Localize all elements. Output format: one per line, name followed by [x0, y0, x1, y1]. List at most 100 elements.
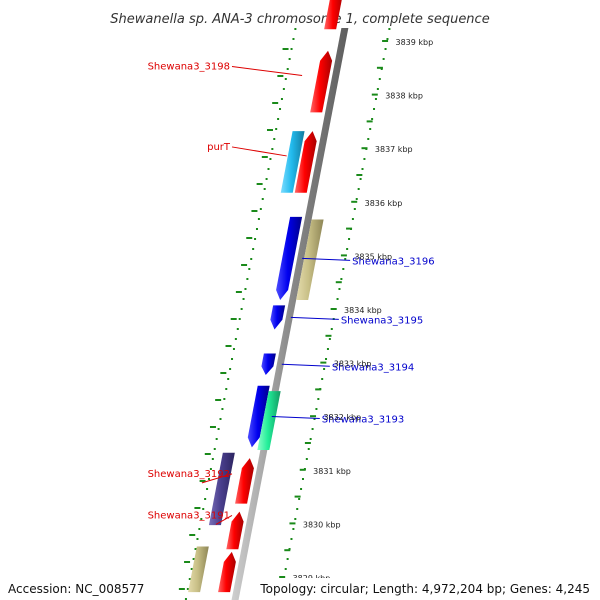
track-dot: [328, 338, 331, 340]
track-tick: [284, 549, 291, 552]
track-dot: [211, 458, 214, 460]
track-dot: [257, 218, 260, 220]
track-dot: [367, 138, 370, 140]
track-dot: [267, 168, 270, 170]
track-dot: [330, 328, 333, 330]
track-dot: [348, 238, 351, 240]
track-dot: [357, 188, 360, 190]
track-tick: [277, 75, 284, 77]
gene-feature-khaki: [188, 546, 209, 593]
track-dot: [288, 58, 291, 60]
track-tick: [189, 534, 196, 536]
track-tick: [299, 468, 306, 471]
track-dot: [286, 68, 289, 70]
scale-tick-label: 3836 kbp: [365, 199, 403, 208]
track-dot: [238, 318, 241, 320]
track-dot: [198, 528, 201, 530]
track-tick: [315, 388, 322, 391]
scale-tick-label: 3835 kbp: [354, 252, 392, 261]
gene-label: Shewana3_3198: [148, 62, 230, 73]
track-tick: [382, 40, 389, 42]
track-dot: [194, 548, 197, 550]
gene-label: Shewana3_3192: [148, 469, 230, 480]
label-leader: [215, 515, 233, 525]
track-tick: [351, 200, 358, 203]
track-dot: [311, 428, 314, 430]
track-dot: [292, 528, 295, 530]
scale-tick-label: 3831 kbp: [313, 467, 351, 476]
gene-feature-red: [218, 551, 236, 593]
track-dot: [221, 408, 224, 410]
track-dot: [206, 488, 209, 490]
track-dot: [213, 448, 216, 450]
track-dot: [279, 108, 282, 110]
track-dot: [196, 538, 199, 540]
track-tick: [361, 147, 368, 150]
label-leader: [201, 473, 233, 484]
gene-feature-green: [257, 391, 281, 451]
track-dot: [229, 368, 232, 370]
track-tick: [199, 480, 206, 482]
track-dot: [282, 88, 285, 90]
track-dot: [188, 578, 191, 580]
track-tick: [330, 308, 337, 310]
track-tick: [261, 156, 268, 158]
track-dot: [355, 198, 358, 200]
gene-features: [188, 0, 342, 593]
track-tick: [241, 264, 248, 266]
track-dot: [280, 98, 283, 100]
track-tick: [215, 399, 222, 401]
track-dot: [388, 28, 391, 30]
track-dot: [371, 118, 374, 120]
track-dot: [288, 548, 291, 550]
track-dot: [342, 268, 345, 270]
label-leader: [302, 257, 351, 261]
gene-feature-red: [235, 458, 254, 504]
track-dot: [315, 408, 318, 410]
track-tick: [209, 426, 216, 428]
track-tick: [256, 183, 263, 185]
track-dot: [244, 288, 247, 290]
left-tick-track: [178, 28, 297, 600]
accession-label: Accession: NC_008577: [8, 578, 145, 600]
track-tick: [371, 93, 378, 96]
track-dot: [380, 68, 383, 70]
scale-tick-label: 3838 kbp: [385, 92, 423, 101]
gene-feature-red: [324, 0, 342, 30]
track-dot: [242, 298, 245, 300]
track-tick: [204, 453, 211, 455]
track-tick: [235, 291, 242, 293]
track-tick: [346, 227, 353, 230]
gene-feature-blue: [261, 353, 276, 375]
track-tick: [266, 129, 273, 131]
label-leader: [231, 146, 287, 157]
gene-label: Shewana3_3195: [341, 315, 423, 326]
track-tick: [366, 120, 373, 123]
track-dot: [321, 378, 324, 380]
track-dot: [255, 228, 258, 230]
track-tick: [289, 522, 296, 525]
gene-feature-red: [226, 511, 244, 550]
track-dot: [192, 558, 195, 560]
chromosome-backbone: [231, 28, 349, 600]
track-dot: [254, 238, 257, 240]
track-tick: [282, 48, 289, 50]
track-dot: [277, 118, 280, 120]
track-dot: [294, 28, 297, 30]
track-dot: [373, 108, 376, 110]
track-tick: [320, 361, 327, 364]
gene-label: Shewana3_3193: [322, 415, 404, 426]
gene-feature-red: [310, 50, 333, 113]
scale-tick-label: 3833 kbp: [334, 360, 372, 369]
track-tick: [272, 102, 279, 104]
track-dot: [317, 398, 320, 400]
track-dot: [248, 268, 251, 270]
track-dot: [271, 148, 274, 150]
track-dot: [240, 308, 243, 310]
track-dot: [190, 568, 193, 570]
track-dot: [263, 188, 266, 190]
gene-feature-cyan: [280, 131, 305, 193]
track-dot: [186, 588, 189, 590]
track-dot: [273, 138, 276, 140]
gene-feature-blue: [247, 385, 270, 448]
